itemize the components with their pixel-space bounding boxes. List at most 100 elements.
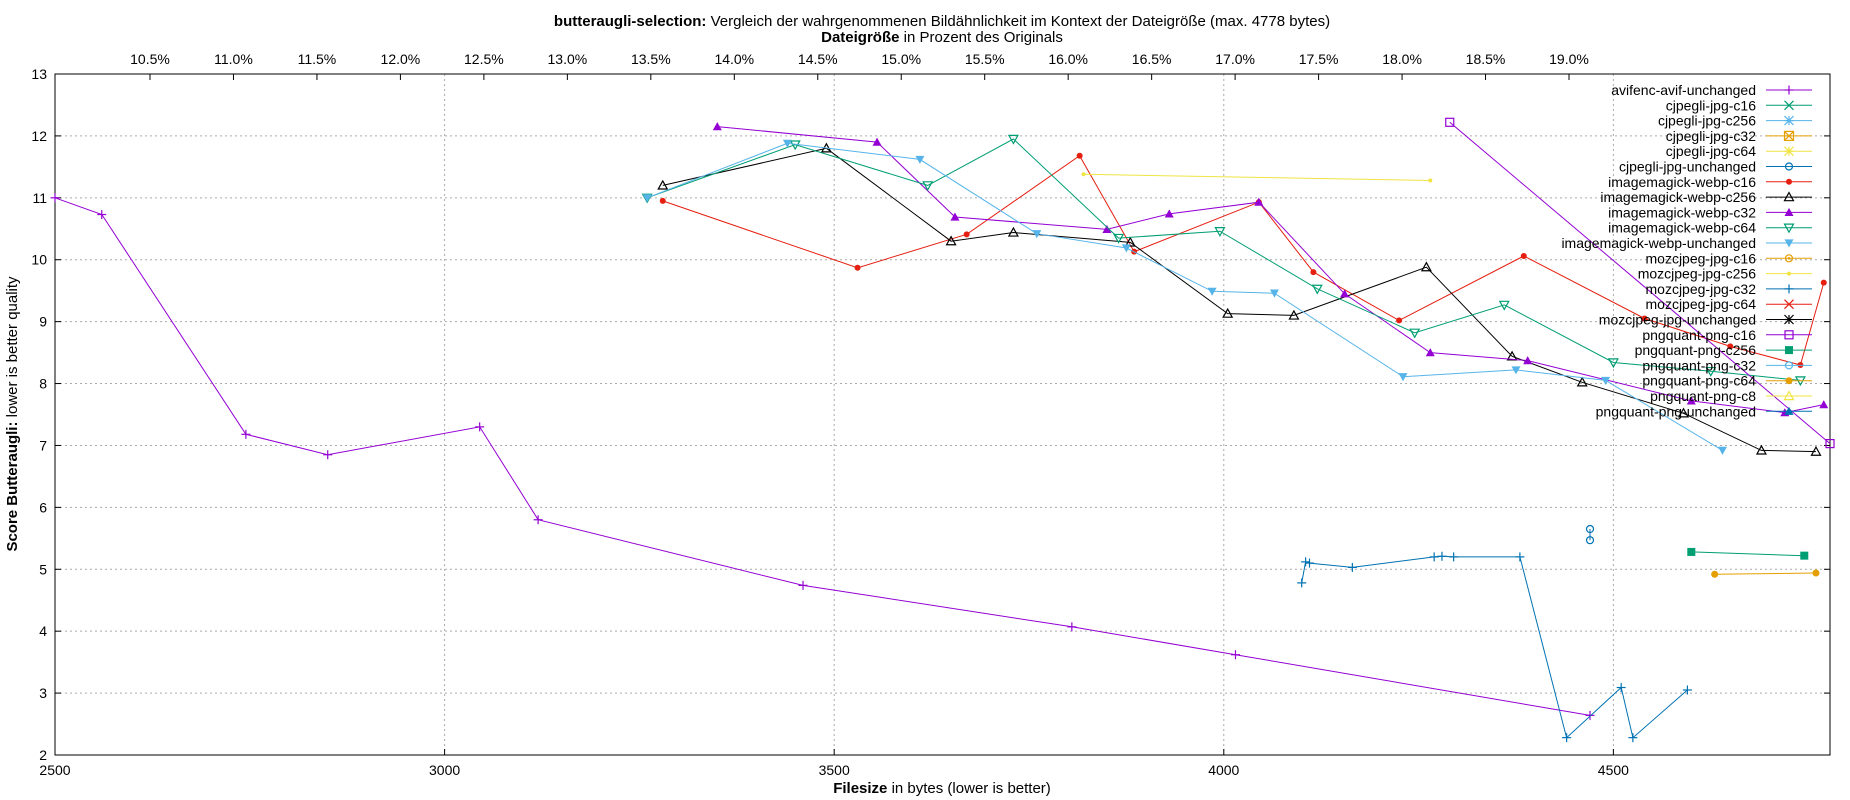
data-point (1310, 269, 1317, 276)
data-point (872, 137, 882, 146)
marker-shape (1124, 236, 1136, 247)
legend-entry: imagemagick-webp-c16 (1608, 174, 1812, 190)
data-point (1783, 191, 1795, 202)
marker-shape (1755, 444, 1767, 455)
data-point (1784, 207, 1794, 216)
marker-shape (1164, 209, 1174, 218)
marker-shape (657, 179, 669, 190)
chart-title-bold: butteraugli-selection: (554, 13, 707, 30)
marker-shape (945, 235, 957, 246)
x2-tick-label: 16.0% (1048, 51, 1088, 67)
data-point (1783, 223, 1795, 234)
series-group (50, 117, 1835, 743)
marker-shape (1254, 197, 1264, 206)
x-axis-ticks: 2500 3000 3500 4000 4500 (39, 749, 1629, 778)
legend-entry: avifenc-avif-unchanged (1611, 82, 1812, 98)
legend-entry: mozcjpeg-jpg-unchanged (1599, 312, 1812, 328)
marker-shape (1677, 407, 1690, 418)
x2-tick-label: 18.5% (1466, 51, 1506, 67)
series-line (647, 138, 1801, 381)
legend-entry: mozcjpeg-jpg-c32 (1646, 281, 1812, 297)
data-point (1616, 683, 1626, 693)
marker-shape (1121, 244, 1131, 253)
data-point (1727, 343, 1734, 350)
legend-entry: imagemagick-webp-unchanged (1561, 235, 1812, 251)
legend-entry: mozcjpeg-jpg-c64 (1646, 296, 1812, 312)
data-point (782, 139, 792, 148)
plot-frame (54, 73, 1831, 756)
legend-entry: pngquant-png-c32 (1642, 357, 1812, 373)
data-point (1687, 547, 1696, 556)
legend-entry: pngquant-png-c16 (1642, 327, 1812, 343)
legend-label: cjpegli-jpg-c64 (1666, 143, 1756, 159)
legend-label: pngquant-png-c8 (1650, 388, 1756, 404)
y-tick-label: 3 (39, 685, 47, 701)
data-point (657, 179, 669, 190)
series-line (662, 147, 1817, 453)
data-point (1288, 309, 1300, 320)
data-point (1398, 373, 1408, 382)
marker-shape (1428, 178, 1433, 183)
data-point (1449, 552, 1459, 562)
marker-shape (642, 194, 652, 203)
data-point (963, 231, 970, 238)
y-tick-label: 6 (39, 499, 47, 515)
data-point (1121, 244, 1131, 253)
data-point (1787, 271, 1791, 276)
data-point (1641, 315, 1648, 322)
legend-label: imagemagick-webp-c16 (1608, 174, 1756, 190)
data-point (1437, 551, 1447, 561)
legend-label: avifenc-avif-unchanged (1611, 82, 1756, 98)
legend-label: mozcjpeg-jpg-c32 (1646, 281, 1757, 297)
data-point (1515, 552, 1525, 562)
marker-shape (1506, 350, 1518, 361)
marker-shape (1207, 287, 1217, 296)
data-point (1428, 178, 1433, 183)
data-point (712, 122, 722, 131)
data-point (1498, 300, 1510, 311)
x-axis-label: Filesize in bytes (lower is better) (833, 780, 1051, 797)
data-point (1301, 557, 1311, 567)
series-line (1714, 572, 1817, 575)
series-line (54, 197, 1591, 716)
data-point (97, 210, 107, 220)
series-imagemagick-webp-c256 (657, 142, 1822, 456)
marker-shape (1102, 224, 1112, 233)
marker-shape (963, 231, 970, 238)
x2-tick-label: 14.5% (798, 51, 838, 67)
x2-tick-label: 16.5% (1132, 51, 1172, 67)
data-point (1523, 356, 1533, 365)
marker-shape (1076, 152, 1083, 159)
data-point (1810, 445, 1822, 456)
y-tick-label: 5 (39, 561, 47, 577)
data-point (1230, 650, 1240, 660)
series-pngquant-png-c16 (1445, 117, 1835, 449)
marker-shape (1007, 226, 1019, 237)
legend-label: imagemagick-webp-c32 (1608, 204, 1756, 220)
marker-shape (1396, 317, 1403, 324)
legend-entry: pngquant-png-c256 (1635, 342, 1812, 358)
y-tick-label: 11 (32, 190, 47, 206)
x2-tick-label: 17.5% (1299, 51, 1339, 67)
data-point (1784, 406, 1794, 415)
legend-label: pngquant-png-c16 (1642, 327, 1756, 343)
x2-tick-label: 11.0% (214, 51, 253, 67)
data-point (1124, 236, 1136, 247)
data-point (1520, 253, 1527, 260)
data-point (1254, 197, 1264, 206)
data-point (1396, 317, 1403, 324)
marker-shape (1409, 328, 1421, 339)
series-mozcjpeg-jpg-c256 (1081, 172, 1433, 183)
marker-stroke (1784, 146, 1794, 157)
marker-shape (1222, 307, 1234, 318)
legend-label: pngquant-png-unchanged (1596, 403, 1756, 419)
marker-shape (1784, 406, 1794, 415)
legend-entry: imagemagick-webp-c256 (1600, 189, 1812, 205)
x-axis-label-rest: in bytes (lower is better) (887, 780, 1050, 797)
data-point (1784, 299, 1794, 310)
data-point (1007, 134, 1019, 145)
data-point (1297, 578, 1307, 588)
series-line (1083, 173, 1431, 181)
y-tick-label: 8 (39, 376, 47, 392)
x2-tick-label: 14.0% (714, 51, 754, 67)
